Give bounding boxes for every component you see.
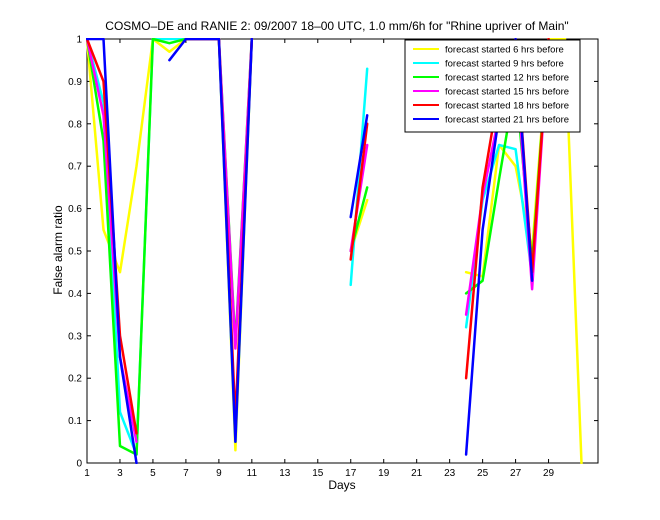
series-layer	[86, 38, 583, 464]
x-tick-label: 11	[247, 468, 258, 479]
y-tick-label: 0.5	[68, 247, 82, 258]
x-tick-label: 13	[279, 468, 291, 479]
y-tick-label: 0.1	[68, 416, 82, 427]
legend-entry-label: forecast started 18 hrs before	[445, 101, 569, 112]
x-tick-label: 29	[543, 468, 555, 479]
y-tick-label: 1	[76, 35, 82, 46]
y-tick-label: 0.6	[68, 204, 82, 215]
y-tick-label: 0.8	[68, 119, 82, 130]
x-axis-label: Days	[328, 478, 355, 492]
x-tick-label: 27	[510, 468, 522, 479]
series-line-5	[86, 38, 534, 464]
x-tick-label: 3	[117, 468, 123, 479]
chart-title: COSMO–DE and RANIE 2: 09/2007 18–00 UTC,…	[105, 19, 568, 33]
legend: forecast started 6 hrs before forecast st…	[404, 39, 581, 133]
x-tick-label: 23	[444, 468, 456, 479]
legend-entry-label: forecast started 15 hrs before	[445, 87, 569, 98]
x-tick-label: 1	[84, 468, 90, 479]
y-tick-label: 0.7	[68, 162, 82, 173]
x-tick-label: 19	[378, 468, 390, 479]
x-axis: 1 3 5 7 9 11 13 15 17 19 21 23 25 27 29	[84, 39, 555, 479]
legend-entry-label: forecast started 21 hrs before	[445, 115, 569, 126]
legend-entry-label: forecast started 6 hrs before	[445, 45, 564, 56]
y-axis-label: False alarm ratio	[51, 205, 65, 295]
y-axis: 0 0.1 0.2 0.3 0.4 0.5 0.6 0.7 0.8 0.9 1	[68, 35, 598, 470]
y-tick-label: 0	[76, 459, 82, 470]
y-tick-label: 0.2	[68, 374, 82, 385]
legend-box	[404, 39, 581, 133]
x-tick-label: 9	[216, 468, 222, 479]
x-tick-label: 17	[345, 468, 357, 479]
x-tick-label: 15	[312, 468, 324, 479]
y-tick-label: 0.9	[68, 77, 82, 88]
x-tick-label: 25	[477, 468, 489, 479]
y-tick-label: 0.3	[68, 331, 82, 342]
legend-entry-label: forecast started 9 hrs before	[445, 59, 564, 70]
legend-entry-label: forecast started 12 hrs before	[445, 73, 569, 84]
x-tick-label: 7	[183, 468, 189, 479]
x-tick-label: 5	[150, 468, 156, 479]
x-tick-label: 21	[411, 468, 423, 479]
y-tick-label: 0.4	[68, 289, 82, 300]
